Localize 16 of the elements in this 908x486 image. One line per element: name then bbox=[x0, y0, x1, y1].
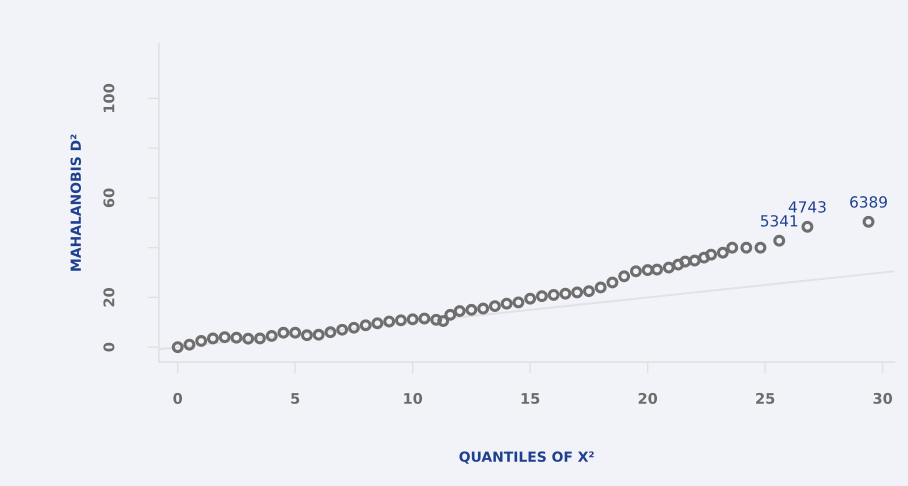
x-tick-label: 0 bbox=[173, 392, 182, 404]
x-tick-label: 5 bbox=[291, 393, 300, 404]
x-tick-label: 10 bbox=[404, 392, 422, 404]
x-tick-label: 30 bbox=[873, 392, 892, 404]
y-axis-title: MAHALANOBIS D² bbox=[70, 134, 81, 271]
annotation: 5341 bbox=[760, 215, 798, 227]
y-tick-label: 100 bbox=[103, 84, 114, 112]
y-tick-label: 0 bbox=[103, 342, 114, 352]
annotation: 4743 bbox=[788, 201, 826, 213]
y-tick-label: 20 bbox=[103, 288, 114, 306]
y-tick-label: 60 bbox=[103, 188, 114, 208]
x-tick-label: 20 bbox=[638, 392, 658, 404]
annotation: 6389 bbox=[850, 196, 887, 208]
x-axis-title: QUANTILES OF X² bbox=[459, 451, 594, 464]
x-tick-label: 25 bbox=[756, 392, 774, 404]
x-tick-label: 15 bbox=[522, 393, 540, 404]
